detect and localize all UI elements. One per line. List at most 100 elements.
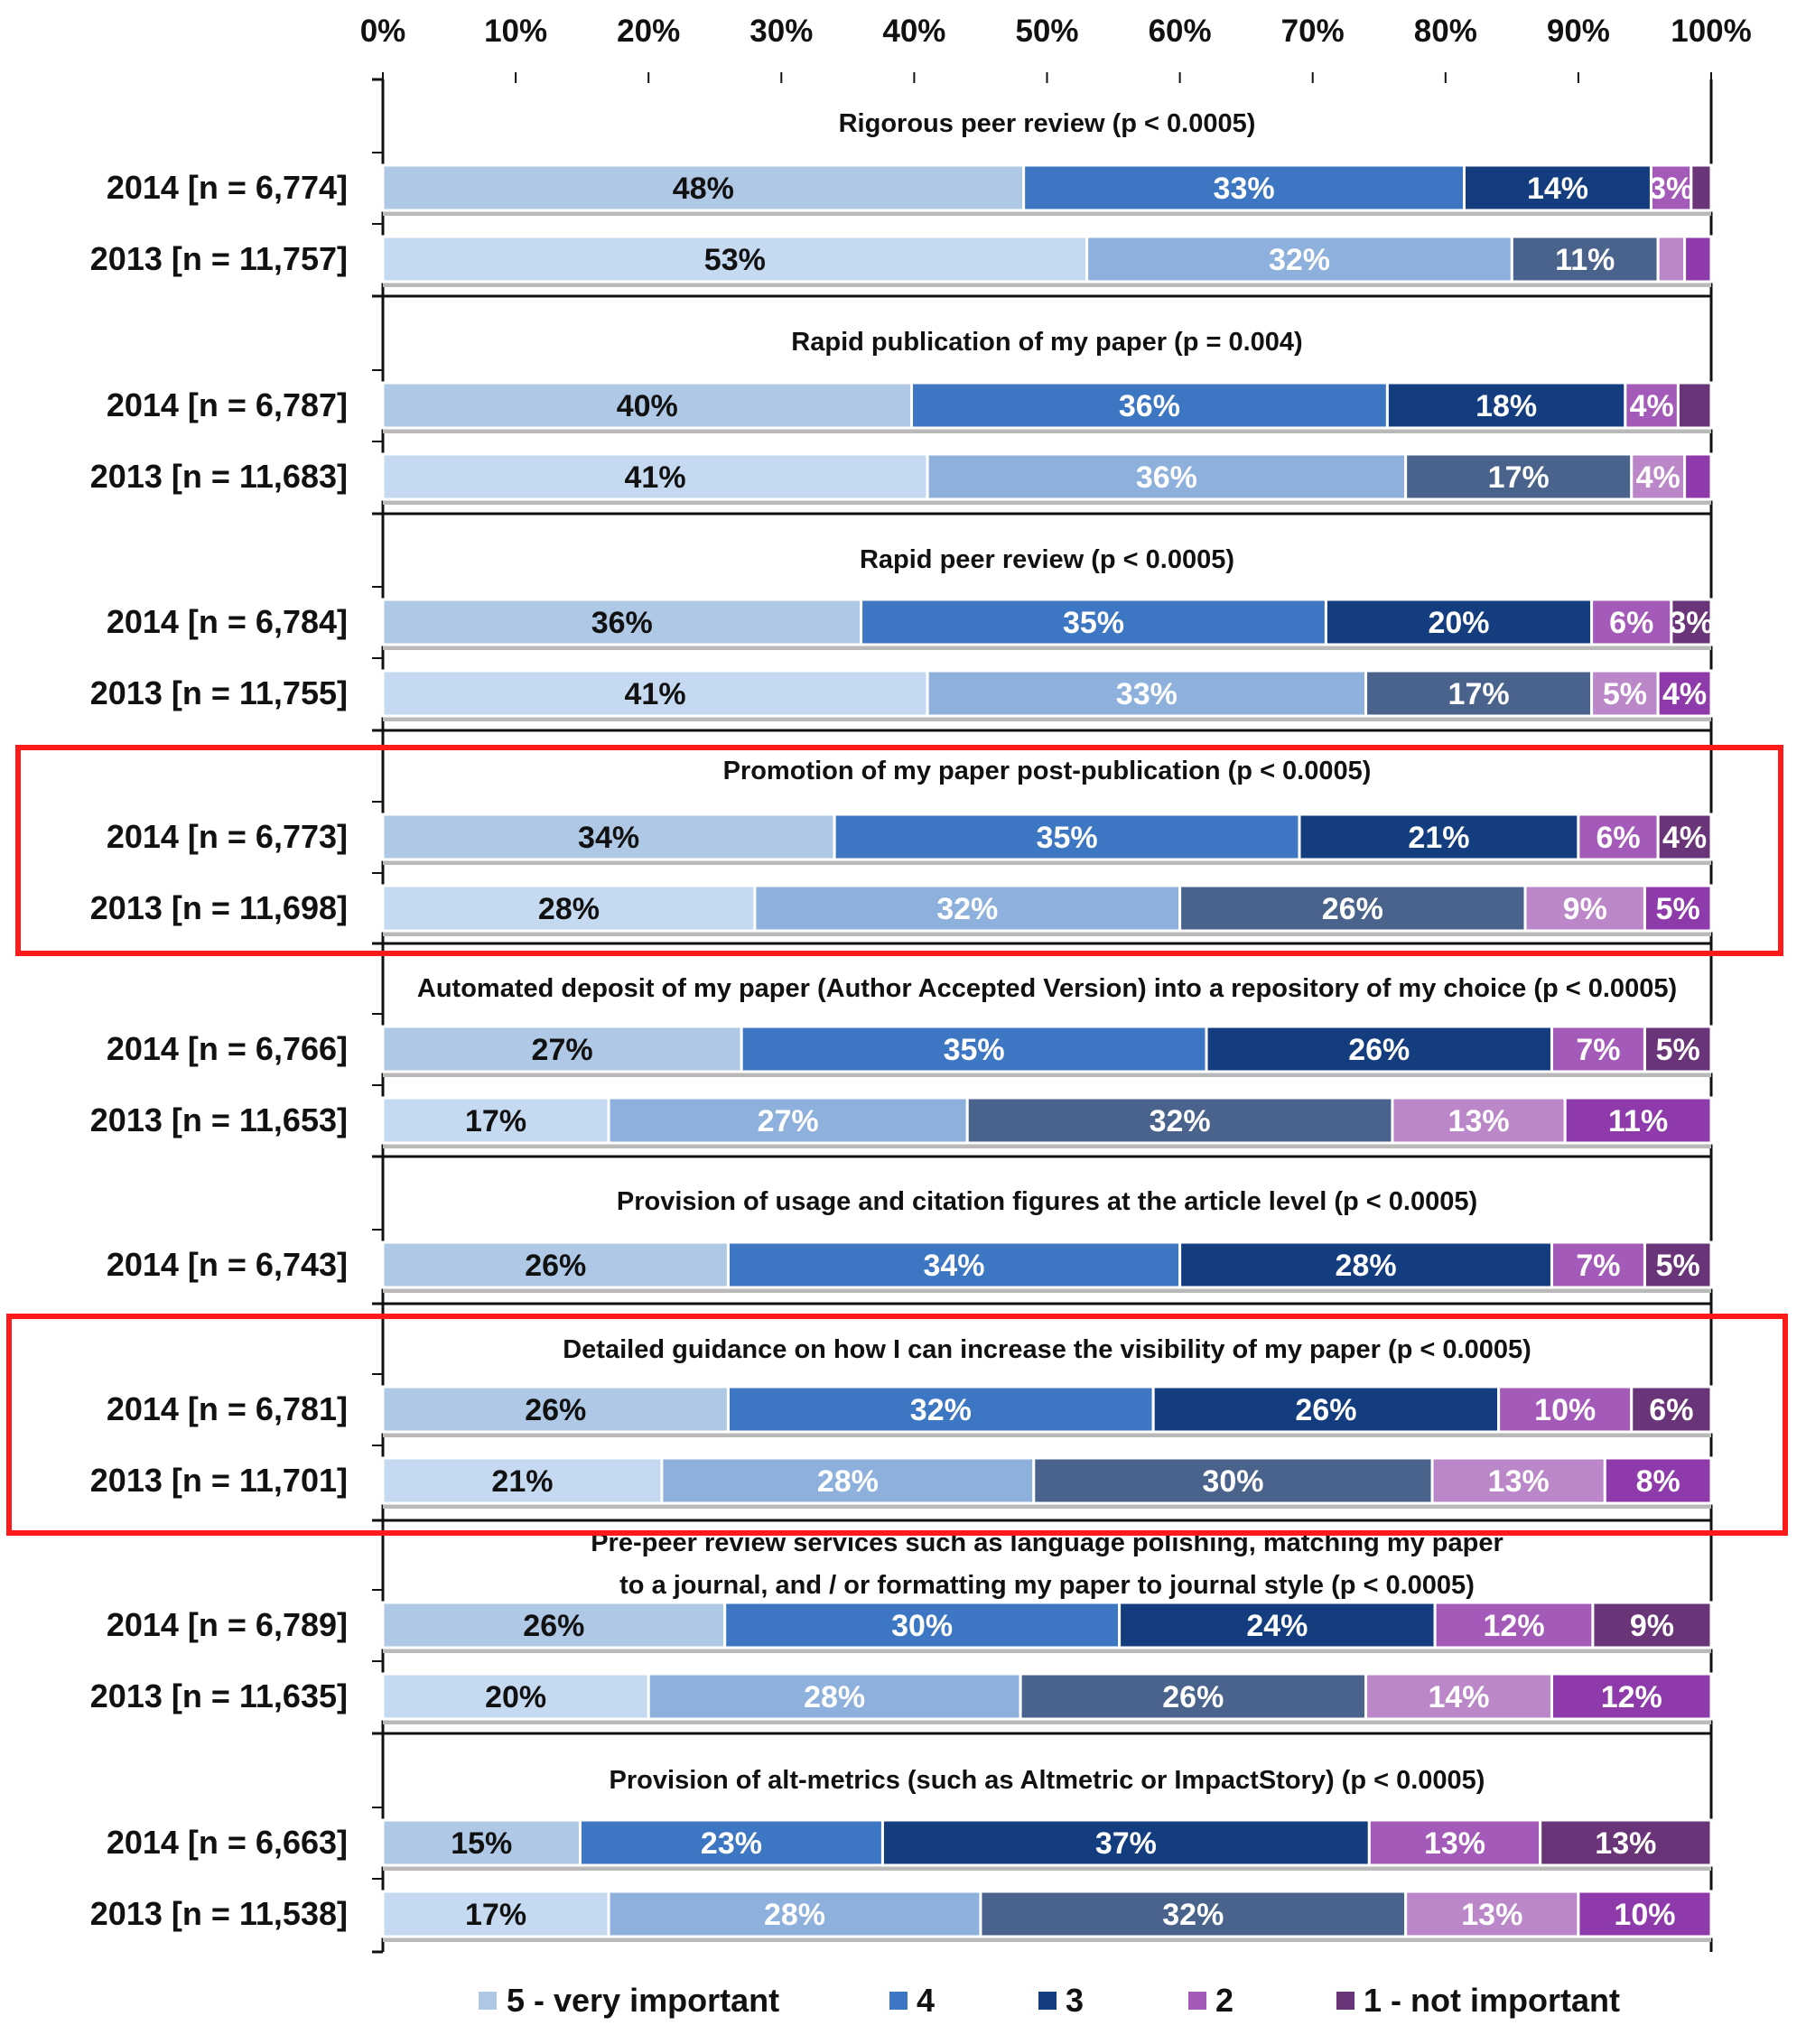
segment-label: 6% (1596, 821, 1640, 855)
segment-label: 36% (591, 606, 653, 640)
segment-label: 3% (1669, 606, 1713, 640)
bar-shadow (383, 282, 1711, 287)
segment-label: 27% (532, 1033, 593, 1067)
bar-segment (381, 452, 929, 501)
bar-segment (1151, 1385, 1501, 1434)
bar-segment (381, 598, 863, 646)
segment-label: 28% (1336, 1249, 1397, 1283)
segment-label: 26% (1295, 1393, 1356, 1427)
legend-label: 4 (917, 1982, 935, 2019)
bar-row: 2014 [n = 6,663] 15% 23% 37% 13% 13% (107, 1807, 1713, 1871)
bar-segment (660, 1456, 1036, 1505)
row-label: 2014 [n = 6,773] (107, 818, 348, 855)
bar-row: 2013 [n = 11,701] 21% 28% 30% 13% 8% (90, 1445, 1713, 1509)
bar-row: 2014 [n = 6,743] 26% 34% 28% 7% 5% (107, 1229, 1713, 1293)
chart-group: Provision of alt-metrics (such as Altmet… (90, 1732, 1713, 1942)
segment-label: 23% (701, 1826, 762, 1861)
group-title: Detailed guidance on how I can increase … (563, 1335, 1531, 1364)
bar-shadow (383, 931, 1711, 936)
segment-label: 13% (1424, 1826, 1485, 1861)
group-title-line2: to a journal, and / or formatting my pap… (619, 1571, 1475, 1600)
segment-label: 5% (1656, 892, 1700, 926)
group-title: Rigorous peer review (p < 0.0005) (839, 109, 1256, 138)
segment-label: 53% (704, 243, 766, 277)
segment-label: 17% (465, 1104, 526, 1138)
segment-label: 18% (1476, 389, 1537, 423)
row-label: 2013 [n = 11,755] (90, 674, 348, 711)
segment-label: 26% (525, 1249, 586, 1283)
highlight-box (6, 1314, 1788, 1536)
legend-label: 3 (1066, 1982, 1084, 2019)
row-label: 2013 [n = 11,757] (90, 240, 348, 277)
bar-segment (1643, 884, 1713, 933)
chart-group: Detailed guidance on how I can increase … (90, 1302, 1713, 1509)
bar-row: 2014 [n = 6,766] 27% 35% 26% 7% 5% (107, 1013, 1713, 1077)
segment-label: 37% (1095, 1826, 1157, 1861)
bar-segment (1523, 884, 1646, 933)
bar-segment (381, 1672, 650, 1721)
bar-segment (1497, 1385, 1634, 1434)
bar-segment (647, 1672, 1022, 1721)
segment-label: 35% (944, 1033, 1005, 1067)
row-label: 2013 [n = 11,538] (90, 1895, 348, 1932)
segment-label: 13% (1488, 1464, 1550, 1499)
row-label: 2013 [n = 11,653] (90, 1101, 348, 1138)
segment-label: 20% (485, 1680, 546, 1714)
bar-segment (926, 452, 1408, 501)
segment-label: 21% (1408, 821, 1469, 855)
segment-label: 6% (1649, 1393, 1693, 1427)
x-tick-label: 50% (1015, 14, 1078, 49)
segment-label: 40% (617, 389, 678, 423)
bar-segment (1656, 235, 1687, 283)
row-label: 2013 [n = 11,698] (90, 889, 348, 926)
bar-segment (1178, 884, 1527, 933)
bar-row: 2014 [n = 6,774] 48% 33% 14% 3% (107, 152, 1713, 216)
bar-segment (381, 381, 913, 430)
legend-label: 2 (1215, 1982, 1233, 2019)
segment-label: 34% (923, 1249, 984, 1283)
bar-row: 2013 [n = 11,698] 28% 32% 26% 9% 5% (90, 872, 1713, 936)
row-label: 2013 [n = 11,701] (90, 1462, 348, 1499)
bar-segment (1676, 381, 1713, 430)
segment-label: 32% (1269, 243, 1330, 277)
segment-label: 5% (1603, 677, 1647, 711)
bar-segment (381, 1240, 730, 1289)
segment-label: 32% (1162, 1898, 1224, 1932)
bar-shadow (383, 1143, 1711, 1148)
bar-segment (1019, 1672, 1368, 1721)
bar-segment (1630, 1385, 1713, 1434)
highlight-boxes (6, 745, 1788, 1536)
bar-segment (1643, 1025, 1713, 1073)
bar-shadow (383, 645, 1711, 650)
bar-row: 2014 [n = 6,784] 36% 35% 20% 6% 3% (107, 586, 1714, 650)
segment-label: 26% (1322, 892, 1383, 926)
segment-label: 8% (1636, 1464, 1680, 1499)
segment-label: 17% (1488, 460, 1550, 495)
bar-row: 2013 [n = 11,635] 20% 28% 26% 14% 12% (90, 1660, 1713, 1724)
segment-label: 10% (1614, 1898, 1675, 1932)
segment-label: 28% (804, 1680, 865, 1714)
segment-label: 48% (673, 172, 734, 206)
segment-label: 35% (1063, 606, 1124, 640)
bar-shadow (383, 1719, 1711, 1724)
segment-label: 34% (578, 821, 639, 855)
segment-label: 36% (1136, 460, 1197, 495)
segment-label: 11% (1608, 1104, 1668, 1138)
x-tick-label: 20% (617, 14, 680, 49)
legend-item: 4 (889, 1982, 935, 2019)
bar-shadow (383, 499, 1711, 505)
bar-segment (381, 163, 1026, 212)
chart-group: Rigorous peer review (p < 0.0005) 2014 [n… (90, 78, 1713, 287)
bar-shadow (383, 1072, 1711, 1077)
segment-label: 32% (1150, 1104, 1211, 1138)
group-title: Promotion of my paper post-publication (… (723, 757, 1372, 785)
legend-item: 5 - very important (479, 1982, 779, 2019)
bar-segment (381, 235, 1089, 283)
chart-groups: Rigorous peer review (p < 0.0005) 2014 [n… (90, 78, 1714, 1942)
bar-shadow (383, 716, 1711, 721)
bar-shadow (383, 1937, 1711, 1942)
x-tick-label: 40% (882, 14, 945, 49)
bar-row: 2013 [n = 11,653] 17% 27% 32% 13% 11% (90, 1084, 1713, 1148)
segment-label: 13% (1448, 1104, 1510, 1138)
legend-item: 1 - not important (1336, 1982, 1620, 2019)
